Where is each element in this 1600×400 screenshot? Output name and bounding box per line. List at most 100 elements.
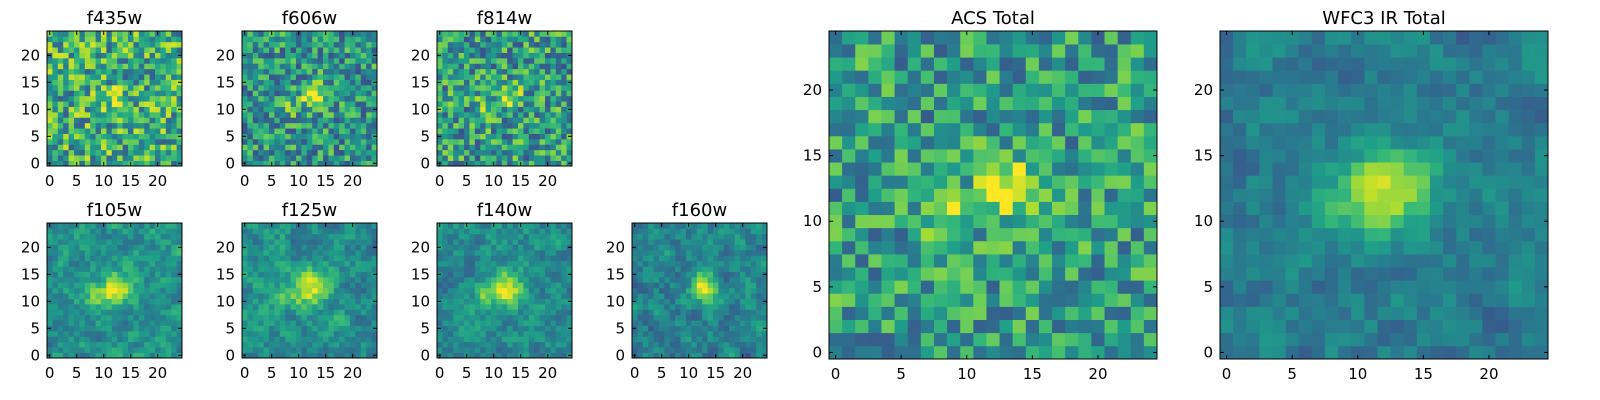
heatmap-cell (344, 95, 351, 102)
heatmap-cell (79, 133, 86, 140)
heatmap-cell (528, 139, 535, 145)
heatmap-cell (686, 293, 692, 299)
heatmap-cell (761, 304, 768, 310)
heatmap-cell (653, 304, 660, 310)
heatmap-cell (144, 128, 150, 134)
heatmap-cell (339, 293, 345, 299)
heatmap-cell (960, 345, 974, 360)
heatmap-cell (95, 160, 102, 167)
heatmap-cell (447, 117, 454, 124)
heatmap-cell (63, 228, 69, 235)
heatmap-cell (539, 155, 546, 161)
heatmap-cell (312, 255, 318, 262)
heatmap-cell (485, 36, 492, 43)
heatmap-cell (539, 244, 546, 251)
heatmap-cell (176, 228, 183, 235)
heatmap-cell (1104, 162, 1118, 176)
heatmap-cell (469, 347, 476, 353)
heatmap-cell (702, 244, 708, 251)
heatmap-cell (84, 106, 91, 113)
heatmap-cell (176, 112, 183, 118)
heatmap-cell (339, 298, 345, 305)
heatmap-cell (561, 106, 567, 113)
heatmap-cell (144, 309, 150, 316)
heatmap-cell (252, 79, 259, 86)
heatmap-cell (501, 128, 508, 134)
heatmap-cell (474, 320, 481, 326)
heatmap-cell (344, 90, 351, 97)
heatmap-cell (328, 112, 335, 118)
heatmap-cell (101, 95, 107, 102)
heatmap-cell (149, 298, 156, 305)
heatmap-cell (344, 320, 351, 326)
heatmap-cell (355, 68, 362, 75)
heatmap-cell (829, 332, 843, 347)
heatmap-cell (680, 293, 687, 299)
heatmap-cell (729, 314, 735, 321)
heatmap-cell (269, 250, 275, 256)
heatmap-cell (68, 223, 75, 229)
heatmap-cell (176, 239, 183, 245)
heatmap-cell (523, 149, 530, 156)
heatmap-cell (274, 112, 281, 118)
heatmap-cell (829, 227, 843, 242)
heatmap-cell (63, 68, 69, 75)
heatmap-cell (263, 304, 270, 310)
heatmap-cell (501, 260, 508, 267)
heatmap-cell (285, 85, 291, 91)
heatmap-cell (317, 266, 324, 272)
heatmap-cell (171, 31, 177, 37)
panel-title: f606w (282, 8, 337, 29)
heatmap-cell (47, 233, 53, 240)
heatmap-cell (453, 260, 459, 267)
heatmap-cell (881, 267, 895, 281)
heatmap-cell (128, 260, 134, 267)
heatmap-cell (263, 228, 270, 235)
heatmap-cell (718, 255, 725, 262)
heatmap-cell (258, 244, 264, 251)
heatmap-cell (252, 239, 259, 245)
heatmap-cell (745, 277, 752, 283)
heatmap-cell (68, 63, 75, 70)
heatmap-cell (171, 85, 177, 91)
heatmap-cell (539, 139, 546, 145)
heatmap-cell (111, 266, 118, 272)
heatmap-cell (920, 188, 935, 202)
heatmap-cell (84, 331, 91, 337)
heatmap-cell (350, 36, 356, 43)
heatmap-cell (355, 223, 362, 229)
heatmap-cell (252, 293, 259, 299)
heatmap-cell (458, 41, 465, 48)
heatmap-cell (371, 260, 378, 267)
heatmap-cell (485, 133, 492, 140)
heatmap-cell (642, 298, 649, 305)
heatmap-cell (707, 277, 714, 283)
heatmap-cell (680, 304, 687, 310)
heatmap-cell (95, 271, 102, 278)
heatmap-cell (155, 149, 161, 156)
heatmap-cell (907, 306, 922, 320)
heatmap-cell (252, 58, 259, 64)
heatmap-cell (718, 233, 725, 240)
heatmap-cell (133, 233, 140, 240)
x-tick-label: 5 (462, 172, 472, 190)
heatmap-cell (453, 79, 459, 86)
heatmap-cell (133, 58, 140, 64)
heatmap-cell (523, 79, 530, 86)
heatmap-cell (90, 298, 96, 305)
heatmap-cell (518, 282, 524, 289)
heatmap-cell (95, 133, 102, 140)
heatmap-cell (539, 31, 546, 37)
heatmap-cell (550, 41, 557, 48)
heatmap-cell (274, 68, 281, 75)
heatmap-cell (707, 352, 714, 359)
heatmap-cell (480, 68, 486, 75)
heatmap-cell (47, 320, 53, 326)
heatmap-cell (279, 255, 286, 262)
heatmap-cell (512, 74, 519, 80)
heatmap-cell (442, 63, 449, 70)
heatmap-cell (366, 31, 372, 37)
heatmap-cell (528, 298, 535, 305)
heatmap-cell (480, 133, 486, 140)
heatmap-cell (317, 250, 324, 256)
